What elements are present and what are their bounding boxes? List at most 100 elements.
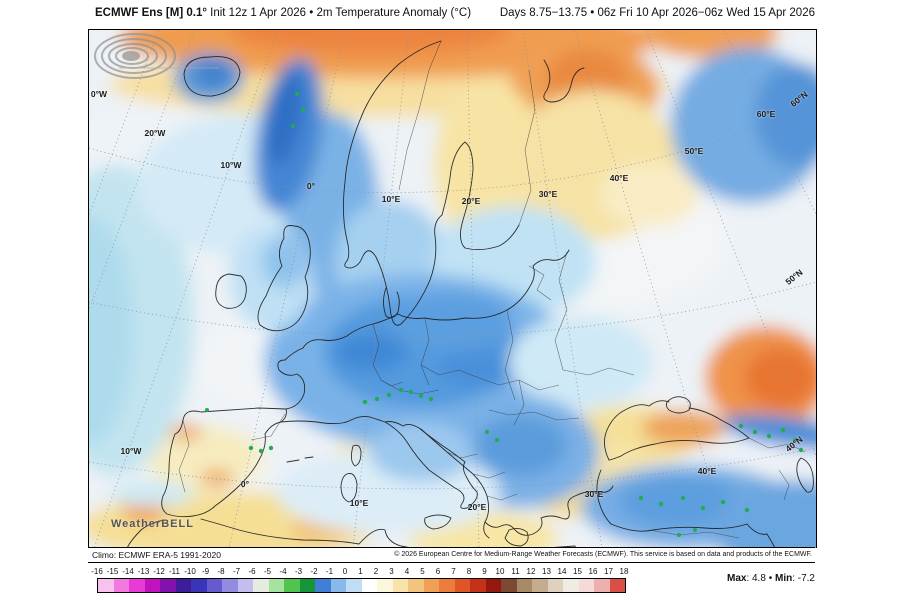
colorbar-cell (609, 579, 625, 592)
colorbar-cell (144, 579, 160, 592)
graticule-label: 20°W (144, 128, 166, 138)
min-value: -7.2 (797, 573, 815, 584)
weatherbell-logo (94, 33, 219, 79)
colorbar-cell (284, 579, 300, 592)
map-canvas: 0°W 20°W 10°W 0° 10°E 20°E 30°E 40°E 50°E 60°E 60°… (88, 29, 817, 548)
graticule-label: 60°E (756, 109, 776, 119)
graticule-label: 0°W (90, 89, 108, 99)
colorbar-tick: 12 (526, 567, 536, 576)
graticule-label: 20°E (461, 196, 481, 206)
colorbar-cell (268, 579, 284, 592)
colorbar-cell (485, 579, 501, 592)
colorbar-cell (175, 579, 191, 592)
colorbar-tick: -1 (325, 567, 334, 576)
max-min-readout: Max: 4.8 • Min: -7.2 (726, 573, 815, 584)
colorbar-cell (578, 579, 594, 592)
copyright-notice: © 2026 European Centre for Medium-Range … (394, 551, 812, 558)
colorbar-tick: -6 (248, 567, 256, 576)
colorbar-tick: 7 (451, 567, 456, 576)
colorbar-tick: -7 (232, 567, 241, 576)
graticule-label: 10°W (220, 160, 242, 170)
graticule-label: 40°E (609, 173, 629, 183)
graticule-label: 30°E (538, 189, 558, 199)
colorbar-cell (160, 579, 176, 592)
colorbar-tick: 11 (511, 567, 520, 576)
graticule-label: 10°E (381, 194, 401, 204)
colorbar-tick: 10 (495, 567, 505, 576)
anomaly-color-field (89, 30, 816, 548)
colorbar-tick: -5 (263, 567, 272, 576)
colorbar-cell (330, 579, 346, 592)
colorbar-tick: 18 (619, 567, 629, 576)
colorbar-cell (98, 579, 114, 592)
colorbar-cell (191, 579, 207, 592)
colorbar-cell (516, 579, 532, 592)
colorbar-cell (315, 579, 331, 592)
graticule-label: 0° (306, 181, 316, 191)
map-title: ECMWF Ens [M] 0.1° Init 12z 1 Apr 2026 •… (95, 7, 471, 19)
colorbar-tick: 1 (358, 567, 363, 576)
colorbar-cell (408, 579, 424, 592)
colorbar-tick: 15 (573, 567, 582, 576)
colorbar-tick: -4 (279, 567, 287, 576)
graticule-lines (89, 30, 816, 548)
colorbar-cell (346, 579, 362, 592)
colorbar-tick: -2 (310, 567, 318, 576)
colorbar-tick: 14 (557, 567, 567, 576)
colorbar-tick: -8 (217, 567, 225, 576)
colorbar-cell (547, 579, 563, 592)
graticule-label: 10°W (120, 446, 142, 456)
colorbar-cell (454, 579, 470, 592)
graticule-label: 10°E (349, 498, 369, 508)
colorbar-cell (222, 579, 238, 592)
init-and-parameter: Init 12z 1 Apr 2026 • 2m Temperature Ano… (206, 7, 472, 19)
colorbar-tick: 13 (542, 567, 551, 576)
model-name: ECMWF Ens [M] 0.1° (95, 7, 207, 19)
colorbar-cell (470, 579, 486, 592)
graticule-label: 30°E (584, 489, 604, 499)
colorbar-tick-labels: -16 -15 -14 -13 -12 -11 -10 -9 -8 -7 -6 -5 -4 -3 -2 -1 0… (91, 567, 628, 577)
colorbar-tick: 3 (389, 567, 394, 576)
colorbar-tick: 2 (373, 567, 379, 576)
graticule-label: 40°E (697, 466, 717, 476)
colorbar-cell (392, 579, 408, 592)
colorbar-cell (237, 579, 253, 592)
colorbar-cell (129, 579, 145, 592)
logo-wordmark: WeatherBELL (111, 518, 194, 530)
map-graphic (89, 30, 816, 548)
colorbar-tick: -14 (122, 567, 134, 576)
colorbar-tick: 6 (435, 567, 441, 576)
colorbar-cell (439, 579, 455, 592)
country-borders (178, 40, 806, 539)
colorbar-tick: -16 (91, 567, 103, 576)
colorbar-tick: 17 (604, 567, 613, 576)
colorbar-tick: -3 (294, 567, 303, 576)
colorbar (97, 578, 626, 593)
colorbar-cell (594, 579, 610, 592)
colorbar-tick: 8 (466, 567, 472, 576)
colorbar-cell (361, 579, 377, 592)
colorbar-cell (113, 579, 129, 592)
colorbar-tick: -9 (201, 567, 210, 576)
max-label: Max (726, 573, 747, 584)
colorbar-cell (299, 579, 315, 592)
bullet-separator: • (768, 573, 773, 584)
colorbar-tick: -13 (137, 567, 150, 576)
max-value: 4.8 (752, 573, 766, 584)
colorbar-cell (253, 579, 269, 592)
colorbar-tick: -10 (184, 567, 196, 576)
colorbar-tick: 5 (420, 567, 425, 576)
colorbar-cell (532, 579, 548, 592)
mountain-speckles (205, 92, 804, 537)
colorbar-cell (501, 579, 517, 592)
colorbar-cell (206, 579, 222, 592)
colorbar-cell (423, 579, 439, 592)
colorbar-tick: 9 (482, 567, 487, 576)
graticule-label: 20°E (467, 502, 487, 512)
valid-time-range: Days 8.75−13.75 • 06z Fri 10 Apr 2026−06… (499, 7, 815, 19)
colorbar-tick: -15 (106, 567, 119, 576)
colorbar-tick: -11 (169, 567, 180, 576)
colorbar-cell (377, 579, 393, 592)
graticule-label: 50°E (684, 146, 704, 156)
